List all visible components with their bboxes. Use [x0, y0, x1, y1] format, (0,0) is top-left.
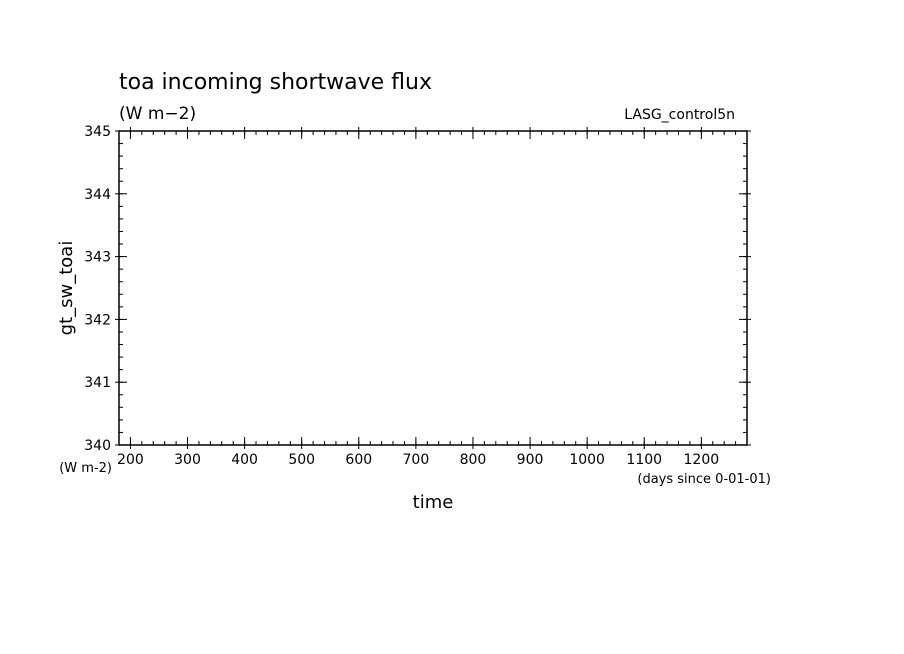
x-tick-label: 1000: [569, 452, 605, 468]
y-axis-tick-labels: 340 341 342 343 344 345: [84, 124, 111, 454]
y-tick-label: 344: [84, 187, 111, 203]
y-axis-ticks: [115, 130, 751, 446]
x-tick-label: 1200: [684, 452, 720, 468]
x-axis-tick-labels: 200 300 400 500 600 700 800 900 1000 1100 1200: [117, 452, 719, 468]
y-tick-label: 345: [84, 124, 111, 140]
x-axis-unit: (days since 0-01-01): [637, 472, 771, 487]
x-tick-label: 200: [117, 452, 144, 468]
plot-frame: [118, 130, 748, 446]
y-tick-label: 340: [84, 438, 111, 454]
y-axis-unit: (W m-2): [59, 461, 112, 476]
x-axis-ticks: [129, 127, 748, 449]
x-tick-label: 800: [460, 452, 487, 468]
x-tick-label: 300: [174, 452, 201, 468]
chart-subtitle: (W m−2): [119, 104, 196, 124]
y-tick-label: 341: [84, 375, 111, 391]
x-tick-label: 900: [517, 452, 544, 468]
x-axis-label: time: [413, 492, 454, 513]
x-tick-label: 400: [231, 452, 258, 468]
model-label: LASG_control5n: [624, 107, 735, 123]
x-tick-label: 1100: [626, 452, 662, 468]
y-tick-label: 342: [84, 312, 111, 328]
x-tick-label: 500: [288, 452, 315, 468]
x-tick-label: 700: [403, 452, 430, 468]
chart-title: toa incoming shortwave flux: [119, 70, 432, 95]
y-axis-label: gt_sw_toai: [56, 241, 77, 336]
y-tick-label: 343: [84, 250, 111, 266]
x-tick-label: 600: [345, 452, 372, 468]
